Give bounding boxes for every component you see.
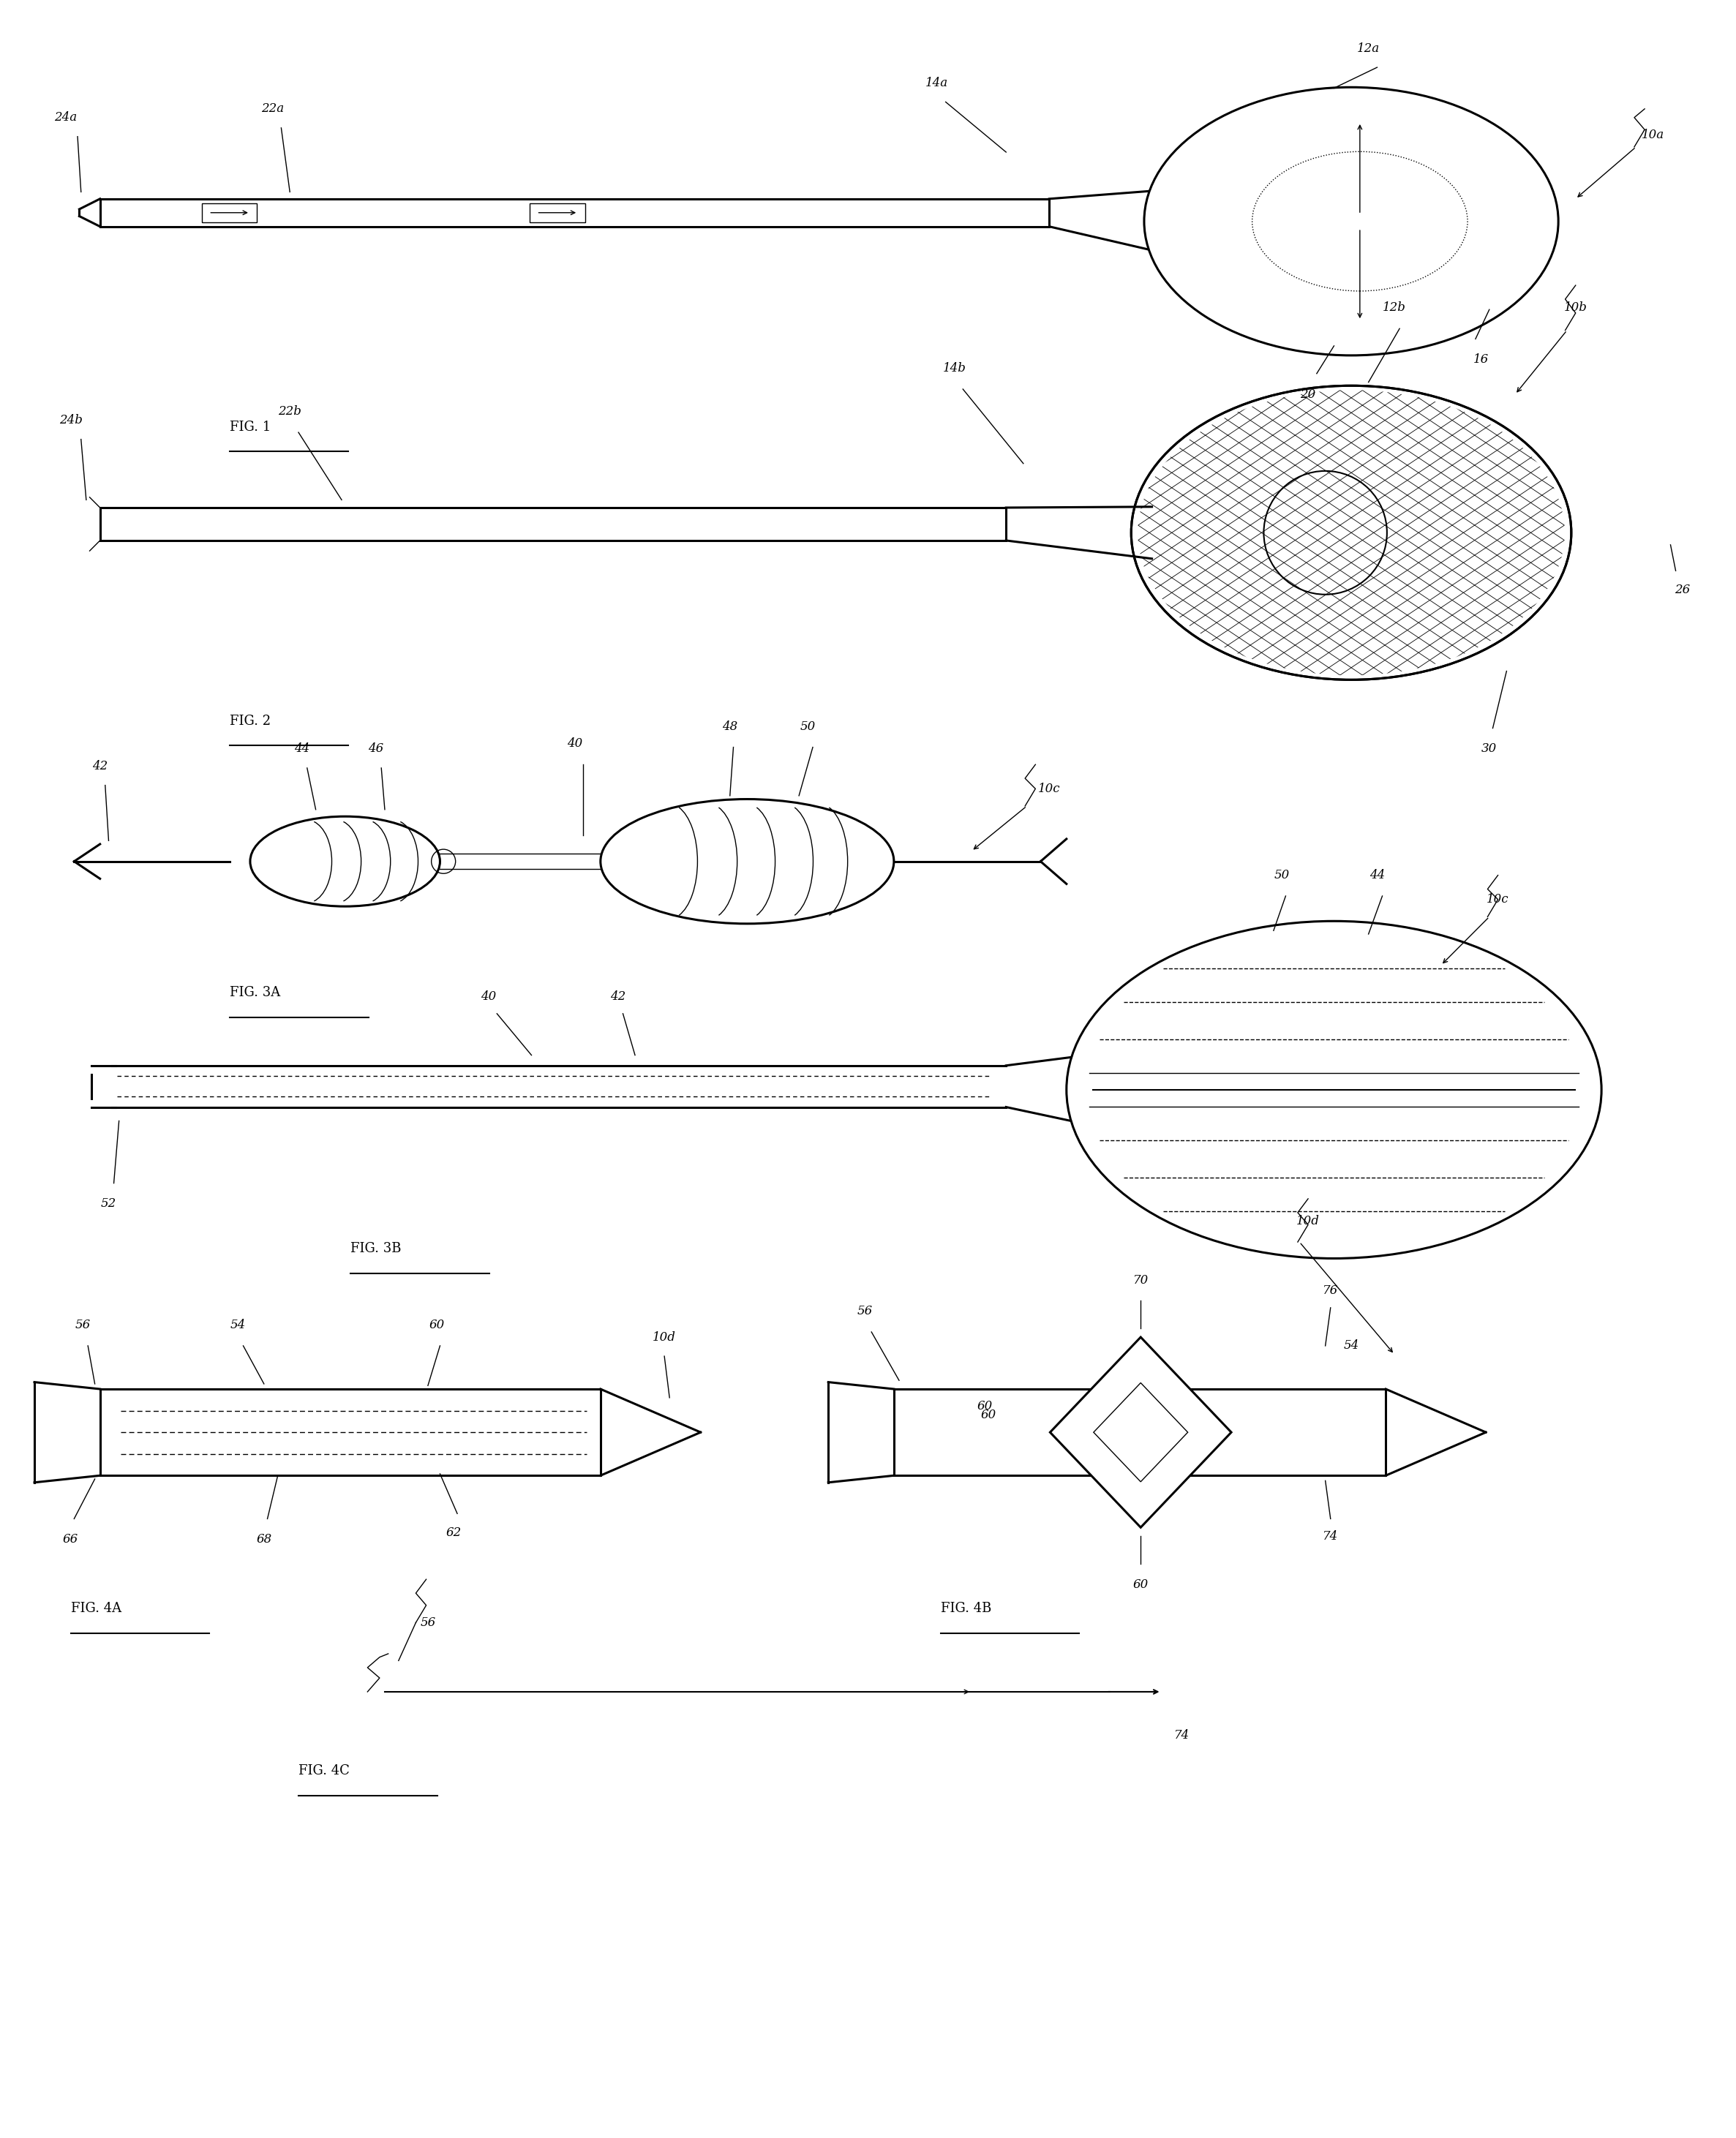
Text: 12b: 12b	[1382, 301, 1406, 314]
Text: 42: 42	[92, 759, 108, 772]
Text: 66: 66	[62, 1533, 78, 1546]
Text: 46: 46	[368, 742, 384, 755]
Text: FIG. 4B: FIG. 4B	[941, 1601, 991, 1614]
Text: 56: 56	[420, 1616, 436, 1629]
Text: 22a: 22a	[260, 103, 285, 115]
Text: FIG. 1: FIG. 1	[229, 421, 271, 434]
Text: 10d: 10d	[1297, 1214, 1319, 1227]
Text: 10d: 10d	[653, 1332, 675, 1343]
Text: 54: 54	[1344, 1341, 1359, 1351]
FancyBboxPatch shape	[894, 1390, 1385, 1475]
Text: 16: 16	[1472, 353, 1488, 366]
Text: 22b: 22b	[278, 406, 302, 417]
Text: 14b: 14b	[943, 361, 965, 374]
Text: 60: 60	[981, 1409, 996, 1422]
Polygon shape	[1050, 1336, 1231, 1527]
Text: 12a: 12a	[1358, 43, 1380, 56]
Text: 24b: 24b	[59, 415, 82, 425]
Text: FIG. 4C: FIG. 4C	[299, 1764, 349, 1777]
Text: 60: 60	[429, 1319, 444, 1332]
Text: 10c: 10c	[1038, 783, 1061, 795]
Text: 10b: 10b	[1564, 301, 1587, 314]
Text: 40: 40	[568, 738, 582, 750]
Ellipse shape	[1066, 921, 1602, 1259]
FancyBboxPatch shape	[101, 1390, 601, 1475]
Text: 68: 68	[257, 1533, 273, 1546]
FancyBboxPatch shape	[201, 203, 257, 222]
Text: 54: 54	[231, 1319, 247, 1332]
Ellipse shape	[250, 817, 439, 907]
FancyBboxPatch shape	[101, 199, 1049, 227]
FancyBboxPatch shape	[529, 203, 585, 222]
Text: 52: 52	[101, 1197, 116, 1210]
Text: 62: 62	[446, 1527, 462, 1539]
FancyBboxPatch shape	[101, 507, 1007, 541]
Ellipse shape	[1132, 385, 1571, 680]
Text: 26: 26	[1675, 584, 1691, 597]
Text: FIG. 2: FIG. 2	[229, 714, 271, 727]
Text: 50: 50	[1274, 868, 1290, 881]
Text: 76: 76	[1323, 1285, 1338, 1296]
Text: 60: 60	[1134, 1578, 1149, 1591]
Text: 20: 20	[1300, 389, 1316, 400]
Text: 14a: 14a	[925, 77, 948, 90]
Text: 60: 60	[977, 1400, 993, 1413]
Text: 48: 48	[722, 721, 738, 733]
Text: 74: 74	[1174, 1730, 1189, 1740]
Text: 70: 70	[1134, 1274, 1149, 1287]
Text: FIG. 4A: FIG. 4A	[71, 1601, 122, 1614]
Text: 10c: 10c	[1486, 894, 1509, 907]
Text: 44: 44	[293, 742, 309, 755]
Text: FIG. 3B: FIG. 3B	[351, 1242, 401, 1255]
Text: 56: 56	[75, 1319, 90, 1332]
Text: FIG. 3A: FIG. 3A	[229, 986, 279, 998]
Text: 24a: 24a	[54, 111, 76, 124]
Text: 44: 44	[1370, 868, 1385, 881]
Text: 10a: 10a	[1642, 128, 1665, 141]
Text: 50: 50	[800, 721, 816, 733]
Ellipse shape	[1144, 88, 1559, 355]
Text: 74: 74	[1323, 1531, 1338, 1541]
Ellipse shape	[601, 800, 894, 924]
Text: 56: 56	[858, 1304, 871, 1317]
Text: 42: 42	[609, 990, 625, 1003]
Text: 30: 30	[1481, 742, 1496, 755]
Text: 40: 40	[481, 990, 496, 1003]
